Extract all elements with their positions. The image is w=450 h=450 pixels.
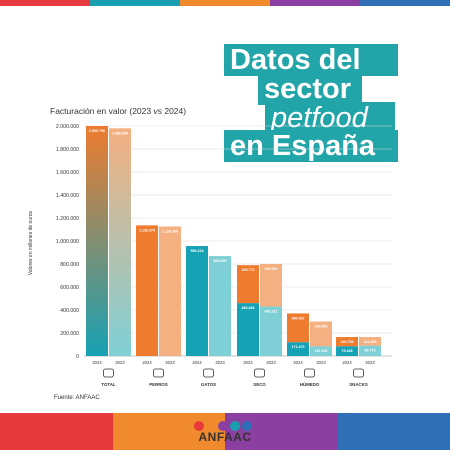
category-label: HÚMEDO <box>300 382 320 387</box>
stripe-blue <box>360 0 450 6</box>
bar-value-label: 430.221 <box>265 310 278 314</box>
stripe-orange <box>180 0 270 6</box>
bar-year-label: 2024 <box>142 360 152 365</box>
y-tick-label: 1.800.000 <box>56 147 79 153</box>
bar-segment <box>109 128 131 356</box>
chart-subtitle: Facturación en valor (2023 vs 2024) <box>50 106 186 116</box>
bar-value-label: 141.200 <box>364 340 377 344</box>
bar-year-label: 2024 <box>243 360 253 365</box>
dog-icon <box>153 368 164 378</box>
title-line-2: sector <box>258 73 362 105</box>
y-tick-label: 2.000.000 <box>56 124 79 130</box>
bar-year-label: 2023 <box>365 360 375 365</box>
bar-value-label: 369.051 <box>265 267 278 271</box>
subtitle-vs: vs <box>153 106 162 116</box>
source-note: Fuente: ANFAAC <box>54 395 100 401</box>
bar-segment <box>86 126 108 356</box>
bar-year-label: 2024 <box>342 360 352 365</box>
bar-year-label: 2023 <box>115 360 125 365</box>
bar-value-label: 160.793 <box>341 340 354 344</box>
bar-segment <box>209 256 231 356</box>
bar-segment <box>260 264 282 307</box>
bar-value-label: 1.126.066 <box>162 230 178 234</box>
bar-year-label: 2023 <box>215 360 225 365</box>
bar-year-label: 2023 <box>266 360 276 365</box>
bar-segment <box>237 303 259 356</box>
bar-segment <box>336 337 358 347</box>
stripe-orange <box>112 413 225 450</box>
stripe-red <box>0 0 90 6</box>
bar-segment <box>287 342 309 356</box>
shopping-cart-icon <box>103 368 114 378</box>
bar-value-label: 131.000 <box>315 349 328 353</box>
bar-segment <box>136 225 158 356</box>
bar-year-label: 2023 <box>165 360 175 365</box>
bar-value-label: 75.428 <box>342 349 353 353</box>
y-tick-label: 200.000 <box>60 331 79 337</box>
bar-value-label: 390.002 <box>292 316 305 320</box>
bar-segment <box>336 346 358 356</box>
bar-segment <box>310 321 332 347</box>
bar-value-label: 1.136.973 <box>139 228 155 232</box>
subtitle-prefix: Facturación en valor (2023 <box>50 106 154 116</box>
category-label: GATOS <box>201 382 216 387</box>
bar-value-label: 868.995 <box>214 259 227 263</box>
bone-icon <box>353 368 364 378</box>
bar-segment <box>159 226 181 356</box>
bar-value-label: 329.770 <box>242 268 255 272</box>
bar-segment <box>310 346 332 356</box>
bar-value-label: 60.773 <box>365 349 376 353</box>
bottom-color-stripe <box>0 413 450 450</box>
logo-emblem-icon <box>194 421 252 431</box>
y-tick-label: 800.000 <box>60 262 79 268</box>
bar-segment <box>237 265 259 304</box>
bar-year-label: 2024 <box>92 360 102 365</box>
y-tick-label: 600.000 <box>60 285 79 291</box>
wet-food-can-icon <box>304 368 315 378</box>
stripe-purple <box>270 0 360 6</box>
stripe-purple <box>225 413 338 450</box>
y-tick-label: 1.200.000 <box>56 216 79 222</box>
cat-icon <box>203 368 214 378</box>
category-label: SNACKS <box>349 382 368 387</box>
bar-value-label: 956.224 <box>191 249 204 253</box>
title-line-3: petfood <box>265 102 395 134</box>
bar-value-label: 236.903 <box>315 325 328 329</box>
bar-segment <box>359 337 381 346</box>
stripe-teal <box>90 0 180 6</box>
bar-year-label: 2024 <box>192 360 202 365</box>
title-line-1: Datos del <box>224 44 398 76</box>
bar-value-label: 171.470 <box>292 345 305 349</box>
anfaac-logo: ANFAAC <box>185 416 265 450</box>
stripe-red <box>0 413 113 450</box>
bar-segment <box>287 313 309 343</box>
category-label: SECO <box>253 382 266 387</box>
category-label: PERROS <box>149 382 168 387</box>
category-label: TOTAL <box>101 382 116 387</box>
logo-text: ANFAAC <box>198 430 252 444</box>
bar-year-label: 2024 <box>293 360 303 365</box>
top-color-stripe <box>0 0 450 6</box>
stripe-blue <box>337 413 450 450</box>
bar-value-label: 2.000.796 <box>89 129 105 133</box>
subtitle-suffix: 2024) <box>161 106 187 116</box>
bar-value-label: 1.980.000 <box>112 131 128 135</box>
title-line-4: en España <box>224 130 398 162</box>
bar-segment <box>260 306 282 356</box>
bar-segment <box>186 246 208 356</box>
y-tick-label: 400.000 <box>60 308 79 314</box>
bar-year-label: 2023 <box>316 360 326 365</box>
y-tick-label: 0 <box>76 354 79 360</box>
bar-segment <box>359 345 381 356</box>
y-tick-label: 1.600.000 <box>56 170 79 176</box>
bar-value-label: 460.284 <box>242 306 255 310</box>
y-tick-label: 1.000.000 <box>56 239 79 245</box>
y-tick-label: 1.400.000 <box>56 193 79 199</box>
dry-food-bag-icon <box>254 368 265 378</box>
